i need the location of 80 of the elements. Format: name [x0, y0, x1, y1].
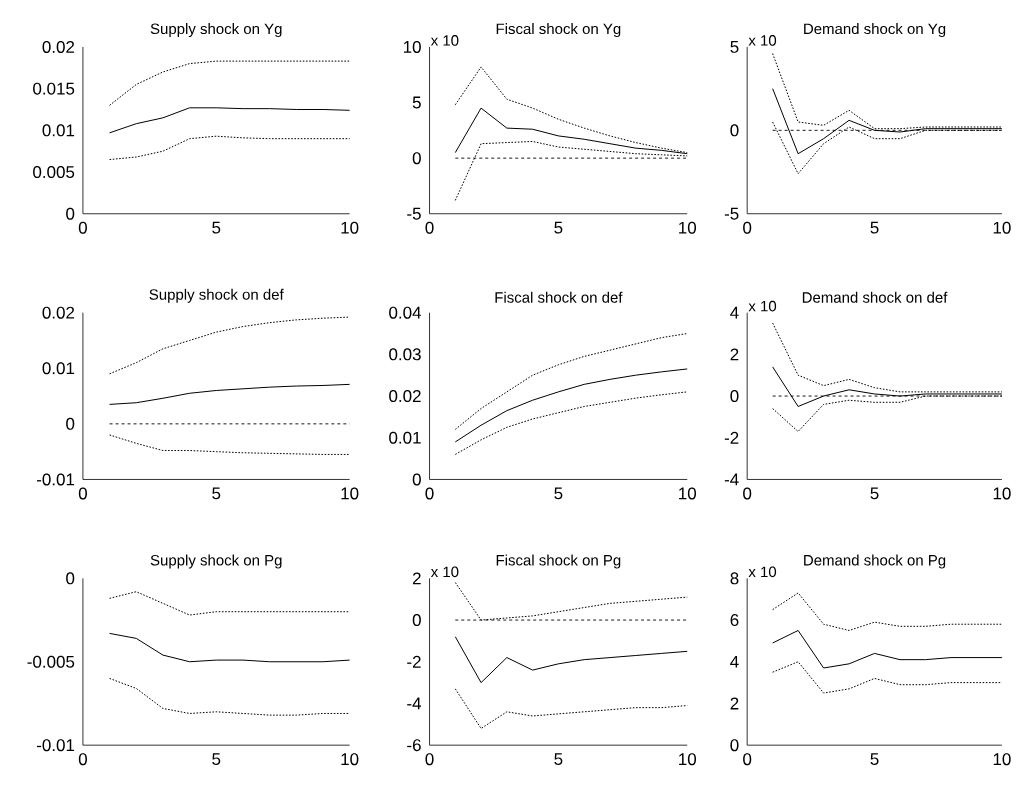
- chart-title: Demand shock on def: [802, 291, 948, 303]
- x-tick-label: 5: [212, 221, 221, 234]
- y-tick-label: 0: [730, 124, 739, 137]
- x-tick-label: 10: [341, 221, 359, 234]
- x-tick-label: 10: [341, 753, 359, 766]
- y-tick-label: 0: [730, 389, 739, 403]
- y-tick-label: -0.01: [36, 473, 75, 486]
- y-tick-label: -4: [724, 473, 739, 486]
- x-tick-label: 10: [341, 487, 359, 500]
- x-tick-label: 5: [870, 487, 879, 500]
- chart-title: Demand shock on Yg: [804, 23, 946, 38]
- y-tick-label: 0: [730, 739, 739, 752]
- x-tick-label: 5: [554, 221, 563, 234]
- y-tick-label: -6: [407, 739, 421, 752]
- y-tick-label: 8: [730, 572, 739, 585]
- y-tick-label: 2: [730, 348, 739, 361]
- x-tick-label: 0: [78, 487, 87, 500]
- x-tick-label: 5: [212, 753, 221, 765]
- y-tick-label: 0.04: [389, 306, 422, 319]
- y-tick-label: 0.015: [33, 82, 75, 95]
- x-tick-label: 5: [212, 487, 221, 500]
- x-tick-label: 0: [425, 487, 434, 500]
- y-tick-label: 0.01: [42, 362, 75, 375]
- x-tick-label: 0: [425, 221, 434, 234]
- x-tick-label: 0: [78, 221, 87, 234]
- chart-title: Supply shock on def: [149, 288, 284, 303]
- x-tick-label: 0: [743, 221, 752, 234]
- x-tick-label: 5: [870, 753, 879, 765]
- y-tick-label: 5: [730, 40, 739, 53]
- y-tick-label: -2: [407, 655, 421, 668]
- text: x 10: [430, 35, 459, 46]
- x-tick-label: 10: [679, 487, 697, 500]
- y-tick-label: -5: [724, 207, 739, 220]
- chart-title: Fiscal shock on Yg: [496, 23, 621, 38]
- y-tick-label: 0.02: [42, 40, 75, 53]
- y-tick-label: 0.01: [42, 124, 75, 137]
- text: x 10: [748, 35, 777, 46]
- y-tick-label: 0: [66, 207, 75, 220]
- x-tick-label: 5: [554, 753, 563, 765]
- text: x 10: [430, 566, 459, 578]
- x-tick-label: 10: [993, 221, 1011, 234]
- x-tick-label: 10: [679, 753, 697, 766]
- y-tick-label: 2: [730, 697, 739, 710]
- y-tick-label: 0.02: [389, 389, 421, 403]
- x-tick-label: 0: [743, 487, 752, 500]
- y-tick-label: 0: [412, 473, 421, 486]
- y-tick-label: 0: [412, 152, 421, 165]
- y-tick-label: 0.02: [42, 306, 75, 319]
- y-tick-label: 6: [730, 613, 739, 627]
- y-tick-label: -4: [407, 697, 422, 710]
- y-tick-label: 0: [412, 613, 421, 627]
- chart-title: Fiscal shock on Pg: [496, 554, 621, 569]
- chart-title: Demand shock on Pg: [804, 554, 946, 569]
- y-tick-label: -5: [407, 207, 421, 220]
- y-tick-label: 0.03: [389, 348, 421, 361]
- y-tick-label: 4: [730, 306, 739, 319]
- chart-title: Fiscal shock on def: [495, 291, 623, 303]
- y-tick-label: 5: [412, 96, 421, 109]
- x-tick-label: 10: [679, 221, 697, 234]
- y-tick-label: 0: [66, 572, 75, 585]
- y-tick-label: 2: [412, 572, 421, 585]
- y-tick-label: -2: [724, 431, 739, 444]
- x-tick-label: 10: [993, 487, 1011, 500]
- y-tick-label: 4: [730, 655, 739, 668]
- x-tick-label: 5: [554, 487, 563, 500]
- x-tick-label: 10: [993, 753, 1011, 766]
- x-tick-label: 0: [743, 753, 752, 766]
- y-tick-label: -0.005: [27, 655, 75, 668]
- y-tick-label: 10: [403, 40, 421, 53]
- x-tick-label: 0: [425, 753, 434, 766]
- chart-title: Supply shock on Pg: [150, 554, 282, 569]
- text: x 10: [748, 300, 777, 312]
- y-tick-label: -0.01: [36, 739, 75, 752]
- text: x 10: [748, 566, 777, 578]
- y-tick-label: 0.01: [389, 431, 421, 444]
- y-tick-label: 0: [66, 417, 75, 430]
- y-tick-label: 0.005: [33, 165, 75, 179]
- x-tick-label: 0: [78, 753, 87, 766]
- x-tick-label: 5: [870, 221, 879, 234]
- chart-title: Supply shock on Yg: [150, 23, 282, 38]
